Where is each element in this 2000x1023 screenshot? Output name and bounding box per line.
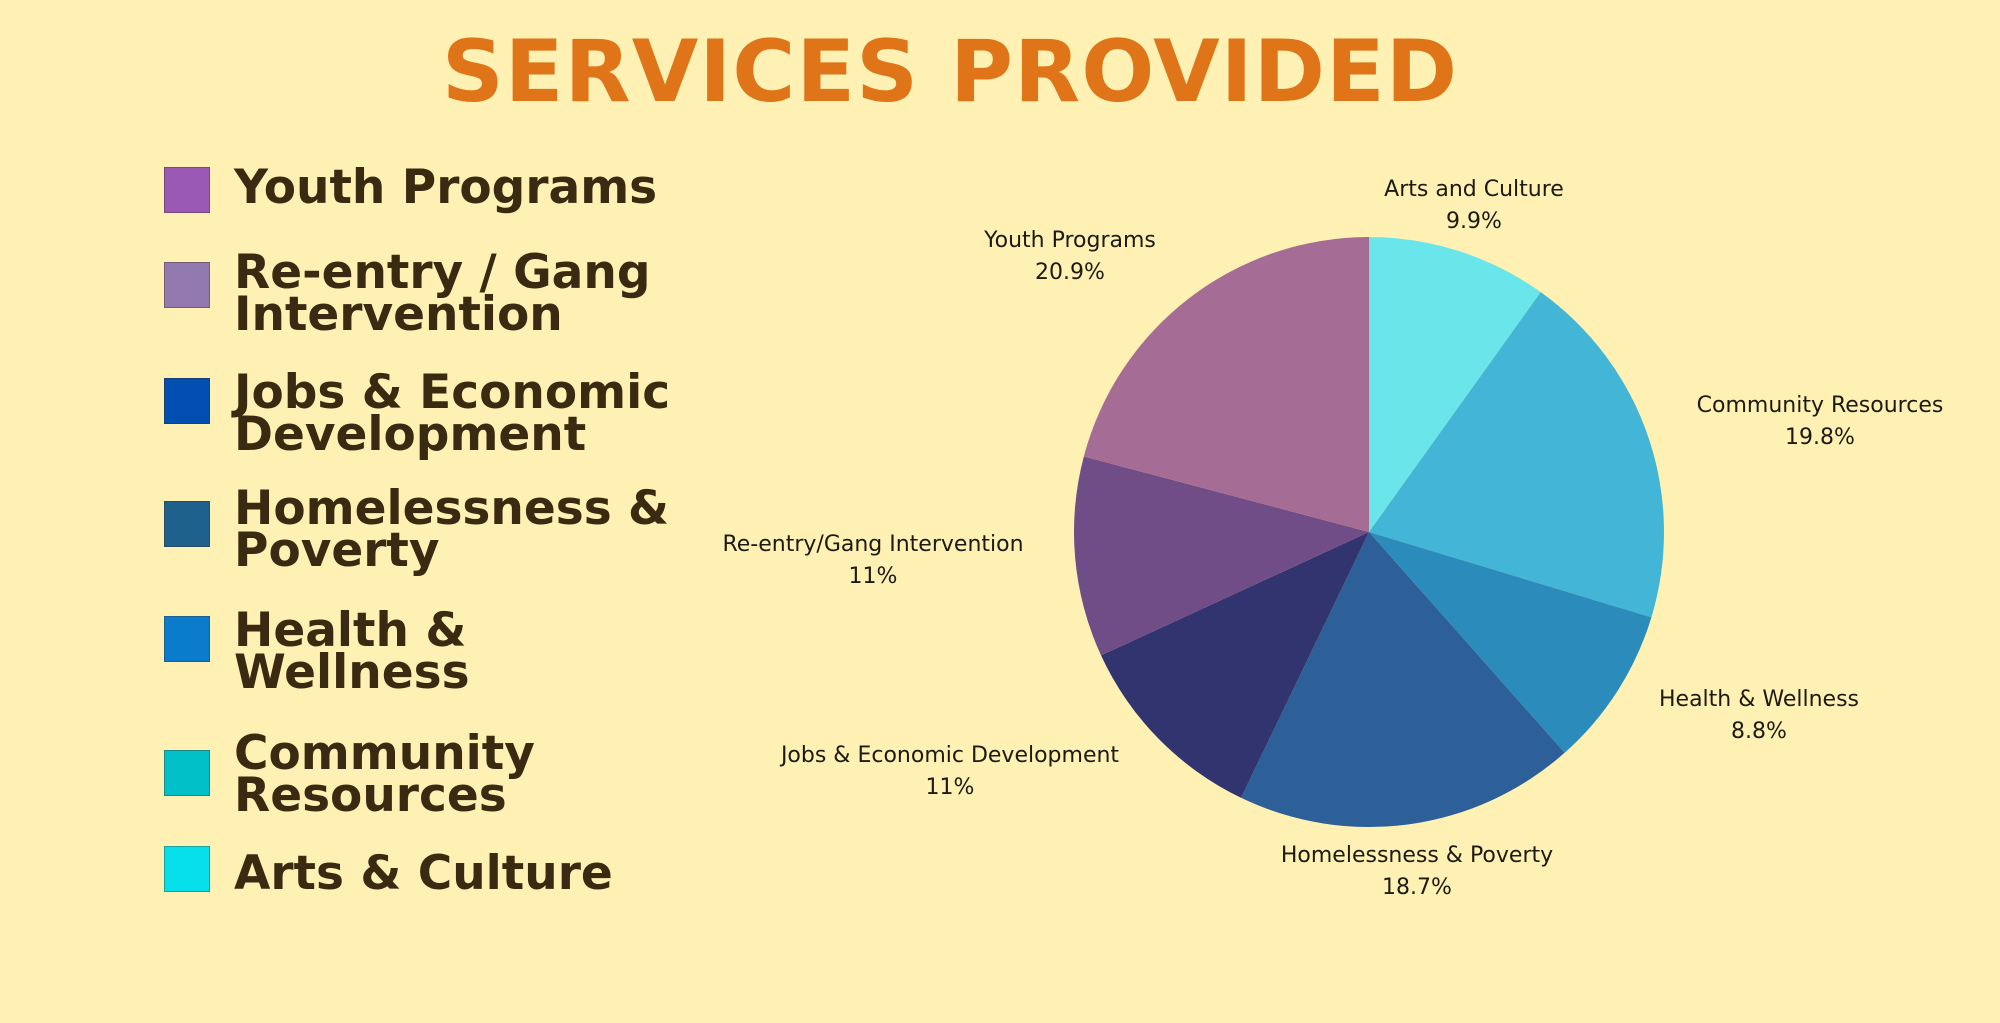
slice-value-label: 19.8% [1785,425,1855,450]
legend-swatch [164,262,210,308]
slice-value-label: 9.9% [1446,209,1502,234]
legend-swatch [164,167,210,213]
legend-label: Jobs & Economic Development [234,365,671,462]
legend-swatch [164,378,210,424]
slice-value-label: 8.8% [1731,719,1787,744]
legend-label: Homelessness & Poverty [234,481,670,578]
pie-slice [1369,292,1664,618]
slice-value-label: 20.9% [1035,260,1105,285]
pie-slice [1073,456,1369,656]
slice-label: Jobs & Economic Development [779,743,1119,768]
page-title: SERVICES PROVIDED [441,22,1459,122]
pie-slice [1083,236,1369,532]
slice-label: Arts and Culture [1384,177,1564,202]
legend-label: Arts & Culture [234,846,613,901]
legend: Youth Programs Re-entry / Gang Intervent… [0,0,760,1023]
slice-label: Re-entry/Gang Intervention [722,532,1023,557]
pie-slice [1369,237,1541,532]
pie-slice [1101,532,1369,798]
slice-value-label: 18.7% [1382,875,1452,900]
pie-slice [1241,532,1565,828]
slice-label: Homelessness & Poverty [1281,843,1553,868]
legend-label: Youth Programs [234,160,658,215]
slice-value-label: 11% [849,564,898,589]
legend-swatch [164,501,210,547]
slice-label: Youth Programs [983,228,1156,253]
legend-label: Health & Wellness [234,603,470,700]
slice-label: Health & Wellness [1659,687,1859,712]
legend-label: Community Resources [234,726,535,823]
slice-value-label: 11% [926,775,975,800]
legend-label: Re-entry / Gang Intervention [234,245,651,342]
legend-swatch [164,616,210,662]
slice-label: Community Resources [1697,393,1944,418]
legend-swatch [164,750,210,796]
pie-slice [1369,532,1652,753]
legend-swatch [164,846,210,892]
